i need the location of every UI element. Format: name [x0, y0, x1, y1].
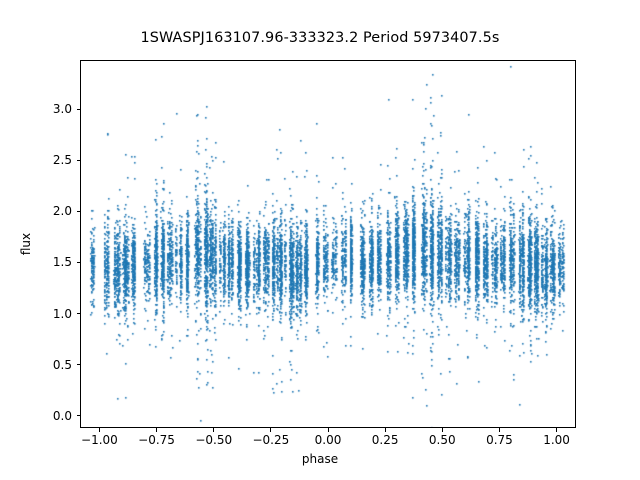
y-tick-mark [76, 261, 80, 263]
scatter-points-layer [81, 61, 575, 427]
y-tick-label: 1.0 [52, 306, 72, 321]
y-tick-mark [76, 364, 80, 366]
x-axis-label: phase [301, 452, 339, 466]
y-tick-mark [76, 210, 80, 212]
x-tick-mark [213, 428, 215, 432]
x-tick-mark [556, 428, 558, 432]
x-tick-label: 0.50 [428, 433, 456, 447]
x-tick-label: 0.00 [314, 433, 342, 447]
x-tick-mark [156, 428, 158, 432]
y-tick-mark [76, 415, 80, 417]
y-tick-mark [76, 313, 80, 314]
x-tick-label: −0.50 [195, 433, 233, 447]
page-title: 1SWASPJ163107.96-333323.2 Period 5973407… [140, 30, 500, 46]
x-tick-mark [98, 428, 100, 432]
plot-axes-area [80, 60, 576, 428]
x-tick-mark [498, 428, 500, 432]
y-tick-mark [76, 108, 80, 110]
y-tick-label: 0.0 [52, 408, 72, 423]
x-tick-label: −0.25 [252, 433, 290, 447]
x-tick-mark [270, 428, 272, 432]
x-tick-mark [384, 428, 386, 432]
x-tick-mark [327, 428, 329, 432]
y-tick-label: 0.5 [52, 357, 72, 372]
y-tick-mark [76, 159, 80, 161]
y-axis-label: flux [19, 232, 33, 256]
x-tick-label: 1.00 [543, 433, 570, 447]
x-tick-label: 0.25 [371, 433, 399, 447]
x-tick-mark [441, 428, 443, 432]
y-tick-label: 1.5 [52, 255, 72, 270]
y-tick-label: 3.0 [52, 102, 72, 117]
x-tick-label: 0.75 [486, 433, 513, 447]
y-tick-label: 2.5 [52, 153, 72, 168]
y-tick-label: 2.0 [52, 204, 72, 219]
x-tick-label: −1.00 [81, 433, 118, 447]
x-tick-label: −0.75 [138, 433, 175, 447]
